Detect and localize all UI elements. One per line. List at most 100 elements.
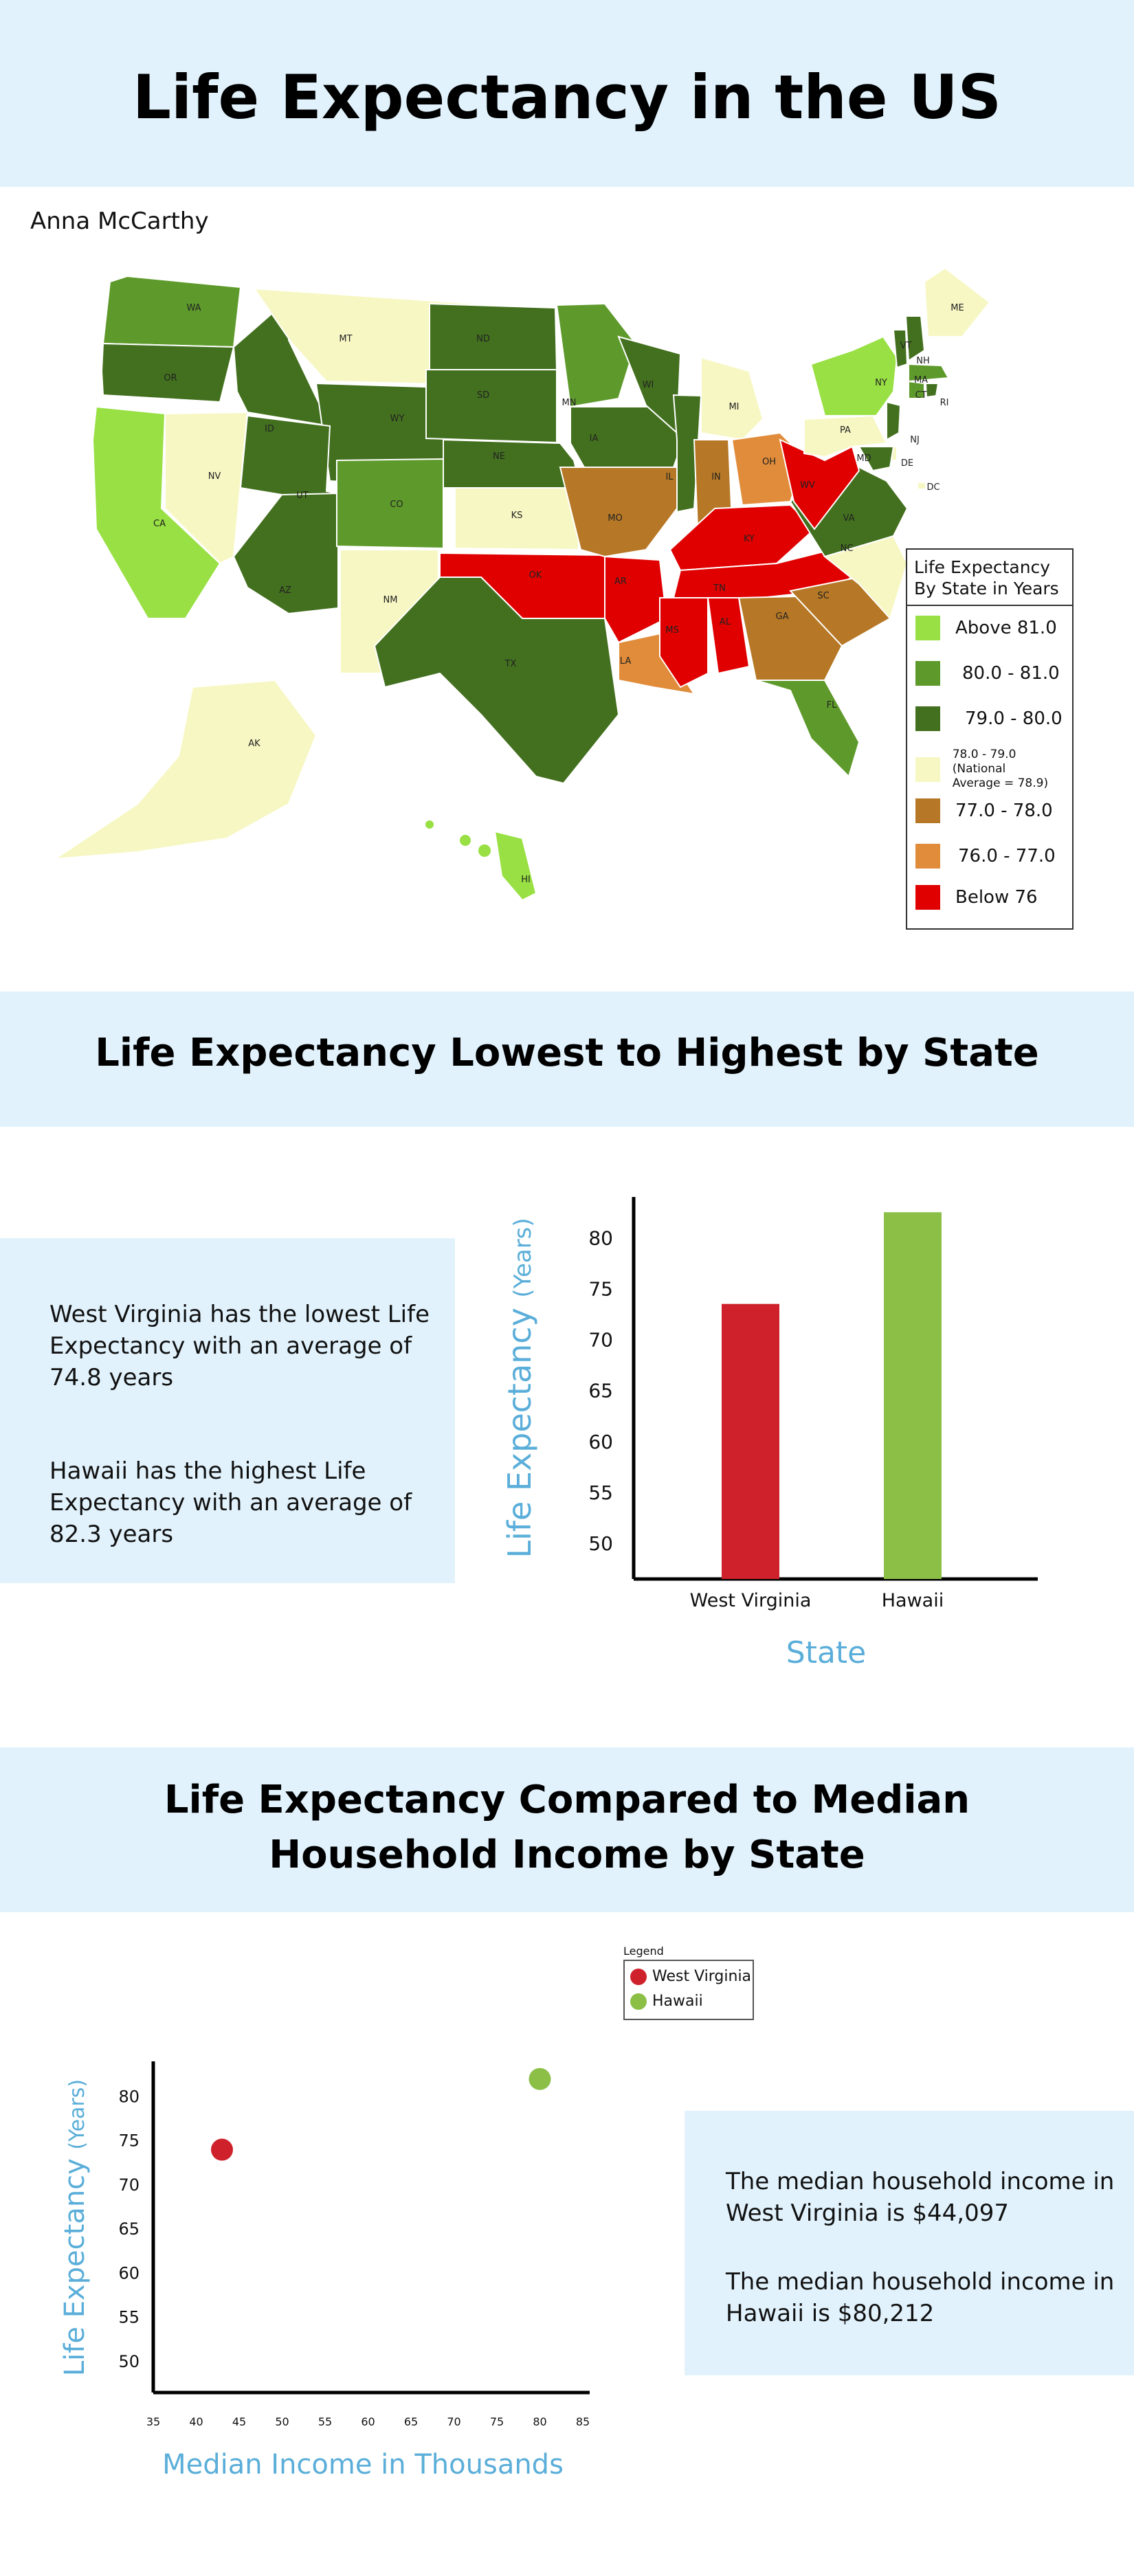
scatter-legend-item: Hawaii <box>630 1993 703 2010</box>
x-tick-label: 60 <box>361 2415 375 2428</box>
scatter-chart: 50 55 60 65 70 75 80 35 40 45 50 55 60 65 70 75 80 85 Medi… <box>59 2061 590 2480</box>
state-ma <box>908 363 950 383</box>
state-fl <box>755 680 860 778</box>
section3-title-line1: Life Expectancy Compared to Median <box>164 1778 970 1822</box>
state-vt <box>892 329 909 369</box>
state-label: VT <box>900 341 912 351</box>
legend-swatch <box>915 706 940 731</box>
state-label: PA <box>840 425 851 436</box>
state-label: MT <box>339 334 352 344</box>
state-ri <box>924 383 940 399</box>
y-tick-label: 50 <box>588 1532 613 1555</box>
state-label: KY <box>744 534 755 544</box>
legend-swatch <box>915 885 940 910</box>
state-ca <box>91 405 221 619</box>
wv-income-text: The median household income in West Virg… <box>726 2168 1115 2227</box>
legend-label: Above 81.0 <box>955 618 1057 638</box>
state-label: AL <box>720 617 731 627</box>
state-label: WY <box>390 414 405 424</box>
y-tick-label: 70 <box>588 1329 613 1352</box>
author-name: Anna McCarthy <box>30 208 209 235</box>
map-legend-item: 76.0 - 77.0 <box>915 844 1056 869</box>
state-label: CT <box>915 390 926 401</box>
state-label: AR <box>614 576 627 587</box>
state-label: DE <box>901 458 913 469</box>
state-label: MO <box>608 513 622 524</box>
legend-label: 76.0 - 77.0 <box>958 846 1056 866</box>
state-nd <box>429 302 558 370</box>
map-legend-item: 79.0 - 80.0 <box>915 706 1063 731</box>
state-label: AZ <box>279 585 291 596</box>
y-tick-label: 65 <box>118 2219 140 2239</box>
legend-label: 79.0 - 80.0 <box>965 708 1063 729</box>
scatter-legend-title: Legend <box>623 1945 664 1958</box>
legend-label-line2: Average = 78.9) <box>952 776 1049 790</box>
scatter-legend-item: West Virginia <box>630 1968 751 1985</box>
state-ne <box>443 438 582 489</box>
hi-income-text: The median household income in Hawaii is… <box>726 2268 1115 2327</box>
state-md <box>858 446 895 472</box>
state-label: NV <box>208 471 221 482</box>
state-hi <box>493 830 537 901</box>
state-label: MN <box>562 398 577 408</box>
state-sd <box>425 369 557 444</box>
x-axis-title: Median Income in Thousands <box>162 2449 564 2480</box>
x-axis-title: State <box>786 1635 866 1670</box>
legend-label: Hawaii <box>652 1993 703 2010</box>
state-label: OH <box>762 457 776 467</box>
state-label: KS <box>511 511 523 521</box>
state-tx <box>373 576 620 785</box>
state-label: MI <box>729 402 739 412</box>
map-legend-title-line2: By State in Years <box>914 579 1059 598</box>
y-tick-label: 70 <box>118 2175 140 2195</box>
y-tick-label: 80 <box>588 1227 613 1249</box>
y-tick-label: 50 <box>118 2352 140 2371</box>
state-label: CA <box>153 519 166 529</box>
section3-title-line2: Household Income by State <box>269 1833 865 1877</box>
state-label: VA <box>843 513 855 524</box>
legend-label-line1: 78.0 - 79.0 (National <box>952 748 1016 776</box>
state-label: OK <box>529 570 542 581</box>
state-label: TX <box>504 659 517 669</box>
state-co <box>336 458 444 550</box>
state-label: SC <box>817 591 829 601</box>
legend-label: 80.0 - 81.0 <box>962 663 1060 684</box>
state-label: FL <box>827 700 837 710</box>
bar-chart: 50 55 60 65 70 75 80 West Virginia Hawaii State Li… <box>501 1197 1038 1670</box>
state-label: IN <box>711 472 721 482</box>
state-label: WA <box>186 303 201 313</box>
state-ny <box>810 335 898 416</box>
header-banner <box>0 0 1134 187</box>
state-label: ND <box>476 334 490 344</box>
state-dc <box>917 482 926 490</box>
state-label: HI <box>521 875 531 885</box>
x-tick-label: 85 <box>576 2415 590 2428</box>
y-axis-title: Life Expectancy (Years) <box>59 2079 91 2376</box>
page-title: Life Expectancy in the US <box>132 62 1002 133</box>
state-ak <box>54 679 318 860</box>
y-tick-label: 80 <box>118 2087 140 2106</box>
scatter-point <box>211 2138 233 2161</box>
state-label: NY <box>875 378 887 388</box>
x-tick-label: 80 <box>533 2415 546 2428</box>
lowest-info-text: West Virginia has the lowest Life Expect… <box>49 1301 430 1391</box>
state-label: AK <box>248 739 260 749</box>
state-label: UT <box>296 491 309 501</box>
state-label: GA <box>776 612 789 622</box>
y-tick-label: 60 <box>588 1431 613 1453</box>
scatter-point <box>529 2068 551 2090</box>
state-label: MS <box>665 625 678 636</box>
y-tick-label: 60 <box>118 2263 140 2283</box>
state-nh <box>904 315 926 362</box>
x-tick-label: 65 <box>404 2415 418 2428</box>
x-tick-label: 55 <box>318 2415 332 2428</box>
state-or <box>100 342 235 403</box>
map-legend-item: 77.0 - 78.0 <box>915 798 1053 823</box>
state-wa <box>102 275 242 348</box>
y-axis-title: Life Expectancy (Years) <box>501 1218 538 1558</box>
legend-swatch <box>915 757 940 782</box>
map-legend-item: 80.0 - 81.0 <box>915 661 1060 686</box>
highest-info-text: Hawaii has the highest Life Expectancy w… <box>49 1457 412 1548</box>
section2-banner <box>0 992 1134 1127</box>
section2-title: Life Expectancy Lowest to Highest by Sta… <box>95 1031 1039 1075</box>
